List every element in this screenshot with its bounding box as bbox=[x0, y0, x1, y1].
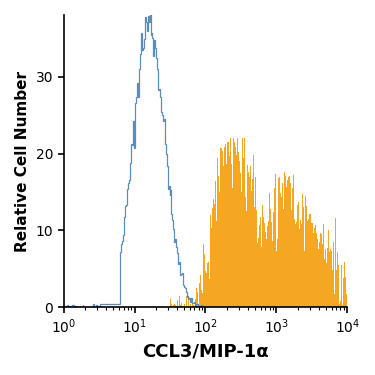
Y-axis label: Relative Cell Number: Relative Cell Number bbox=[15, 71, 30, 252]
X-axis label: CCL3/MIP-1α: CCL3/MIP-1α bbox=[142, 342, 269, 360]
